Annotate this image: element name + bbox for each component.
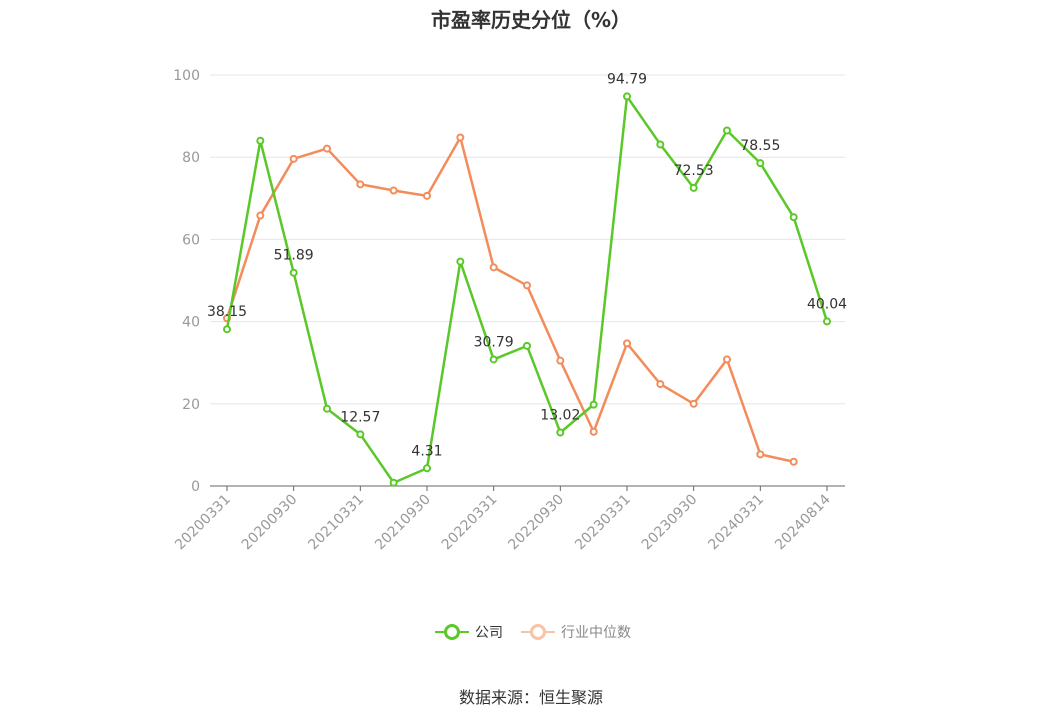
y-tick-label: 60: [182, 232, 200, 248]
data-point-company: [789, 213, 798, 222]
data-label: 38.15: [207, 304, 247, 320]
data-point-industry: [489, 263, 498, 272]
data-point-company: [689, 183, 698, 192]
x-tick-label: 20220331: [439, 492, 501, 554]
legend-company-marker: [435, 622, 469, 642]
x-tick-label: 20200930: [239, 492, 301, 554]
y-tick-label: 0: [191, 479, 200, 495]
x-tick-label: 20220930: [505, 492, 567, 554]
data-point-industry: [756, 450, 765, 459]
x-tick-label: 20210331: [305, 492, 367, 554]
data-point-company: [456, 257, 465, 266]
y-tick-label: 40: [182, 315, 200, 331]
data-point-company: [389, 478, 398, 487]
data-point-company: [289, 268, 298, 277]
data-point-company: [723, 126, 731, 135]
data-point-company: [656, 140, 665, 149]
legend-item-company[interactable]: 公司: [435, 622, 503, 642]
x-tick-label: 20230930: [639, 492, 701, 554]
series-line-industry: [225, 136, 794, 463]
data-point-industry: [456, 133, 465, 142]
legend: 公司 行业中位数: [435, 622, 631, 642]
data-point-industry: [789, 457, 798, 466]
data-label: 40.04: [807, 296, 847, 312]
legend-item-industry[interactable]: 行业中位数: [521, 622, 631, 642]
data-point-company: [323, 404, 331, 413]
x-tick-label: 20240331: [705, 492, 767, 554]
data-point-industry: [656, 380, 665, 389]
legend-industry-label: 行业中位数: [561, 625, 631, 641]
data-point-company: [589, 400, 598, 409]
x-tick-label: 20200331: [172, 492, 234, 554]
data-point-company: [623, 92, 631, 101]
data-point-company: [756, 159, 765, 168]
data-point-industry: [689, 399, 698, 408]
data-label: 13.02: [540, 407, 580, 423]
data-label: 78.55: [740, 138, 780, 154]
y-tick-label: 100: [173, 68, 200, 84]
data-point-company: [423, 464, 431, 473]
data-label: 4.31: [411, 443, 442, 459]
data-point-company: [556, 428, 565, 437]
data-point-industry: [723, 355, 731, 364]
x-tick-label: 20210930: [372, 492, 434, 554]
data-label: 51.89: [274, 248, 314, 264]
series-line-company: [225, 95, 829, 484]
data-point-industry: [556, 356, 565, 365]
data-source: 数据来源：恒生聚源: [458, 688, 603, 707]
legend-company-label: 公司: [475, 625, 503, 641]
data-point-industry: [523, 281, 531, 290]
data-point-industry: [289, 154, 298, 163]
data-point-industry: [323, 144, 331, 153]
data-point-industry: [256, 211, 265, 220]
x-tick-label: 20230331: [572, 492, 634, 554]
data-point-industry: [623, 339, 631, 348]
data-label: 72.53: [674, 163, 714, 179]
data-point-company: [356, 430, 365, 439]
y-tick-label: 80: [182, 150, 200, 166]
legend-industry-marker: [521, 622, 555, 642]
y-tick-label: 20: [182, 397, 200, 413]
data-point-company: [256, 136, 265, 145]
data-point-company: [523, 341, 531, 350]
data-point-industry: [589, 427, 598, 436]
data-label: 12.57: [340, 409, 380, 425]
data-label: 94.79: [607, 71, 647, 87]
data-point-industry: [356, 180, 365, 189]
data-point-company: [823, 317, 831, 326]
data-point-industry: [389, 186, 398, 195]
chart-title: 市盈率历史分位（%）: [430, 8, 632, 32]
x-tick-label: 20240814: [772, 491, 834, 553]
data-label: 30.79: [474, 334, 514, 350]
data-point-industry: [423, 191, 431, 200]
data-point-company: [223, 325, 231, 334]
data-point-company: [489, 355, 498, 364]
